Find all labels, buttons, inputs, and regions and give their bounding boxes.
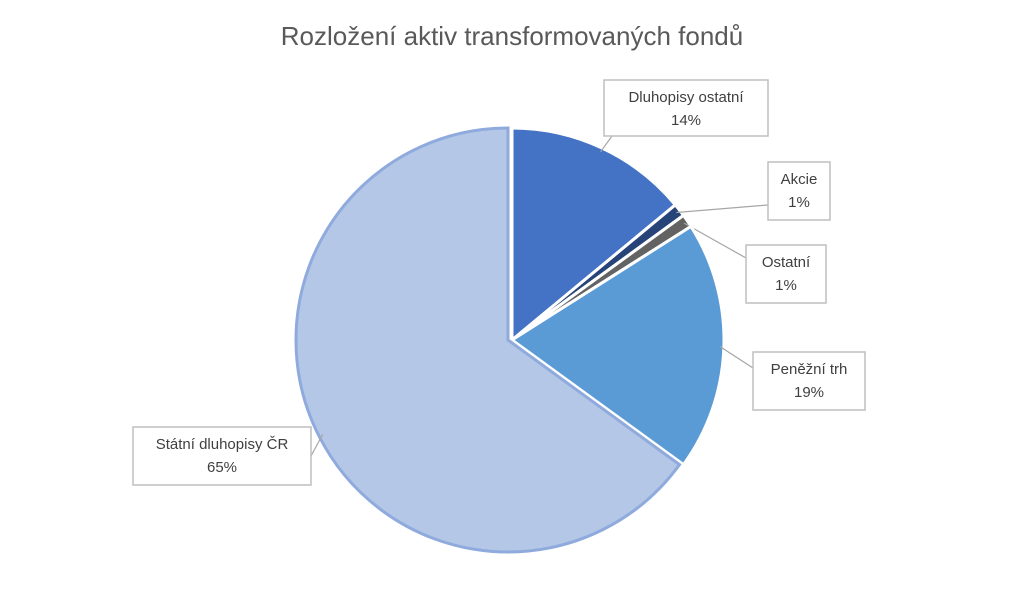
label-box	[132, 426, 312, 486]
label-box	[752, 351, 866, 411]
category-label: Akcie	[781, 171, 818, 188]
leader-line	[676, 204, 769, 214]
value-label: 65%	[207, 459, 237, 476]
pie-slice	[294, 126, 682, 554]
leader-line	[719, 346, 754, 369]
category-label: Dluhopisy ostatní	[628, 89, 744, 106]
label-box	[603, 79, 769, 137]
pie-slice	[509, 224, 726, 467]
leader-line	[600, 135, 613, 153]
value-label: 1%	[775, 277, 797, 294]
leader-line	[683, 222, 747, 259]
category-label: Peněžní trh	[771, 361, 848, 378]
chart-title: Rozložení aktiv transformovaných fondů	[281, 21, 743, 51]
value-label: 14%	[671, 112, 701, 129]
category-label: Ostatní	[762, 254, 811, 271]
value-label: 1%	[788, 194, 810, 211]
pie-slice	[510, 126, 678, 344]
category-label: Státní dluhopisy ČR	[156, 436, 289, 453]
label-box	[745, 244, 827, 304]
leader-line	[310, 434, 324, 457]
label-box	[767, 161, 831, 221]
value-label: 19%	[794, 384, 824, 401]
